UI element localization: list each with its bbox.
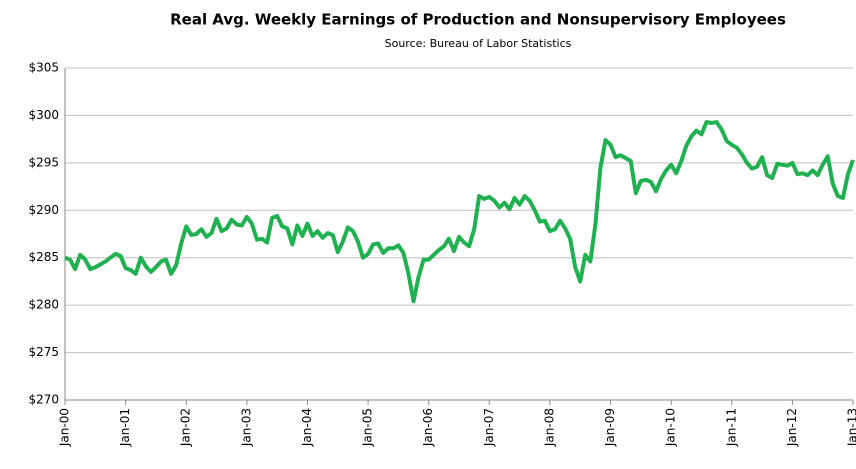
x-tick-label: Jan-06 xyxy=(421,408,435,447)
x-tick-label: Jan-13 xyxy=(846,408,856,447)
y-tick-label: $270 xyxy=(28,393,59,407)
y-tick-label: $300 xyxy=(28,108,59,122)
x-tick-label: Jan-09 xyxy=(603,408,617,447)
x-tick-label: Jan-00 xyxy=(58,408,72,447)
x-tick-label: Jan-10 xyxy=(664,408,678,447)
chart-title: Real Avg. Weekly Earnings of Production … xyxy=(170,11,786,29)
x-tick-label: Jan-04 xyxy=(300,408,314,447)
y-tick-label: $280 xyxy=(28,298,59,312)
chart-subtitle: Source: Bureau of Labor Statistics xyxy=(385,37,572,50)
x-tick-label: Jan-02 xyxy=(179,408,193,447)
x-tick-label: Jan-05 xyxy=(361,408,375,447)
x-tick-label: Jan-03 xyxy=(239,408,253,447)
x-tick-label: Jan-01 xyxy=(118,408,132,447)
y-tick-label: $295 xyxy=(28,155,59,169)
x-tick-label: Jan-08 xyxy=(542,408,556,447)
y-tick-label: $305 xyxy=(28,61,59,75)
y-tick-label: $285 xyxy=(28,250,59,264)
y-tick-label: $290 xyxy=(28,203,59,217)
x-tick-label: Jan-12 xyxy=(785,408,799,447)
x-tick-label: Jan-07 xyxy=(482,408,496,447)
x-tick-label: Jan-11 xyxy=(724,408,738,447)
line-series xyxy=(64,120,855,304)
y-tick-label: $275 xyxy=(28,345,59,359)
